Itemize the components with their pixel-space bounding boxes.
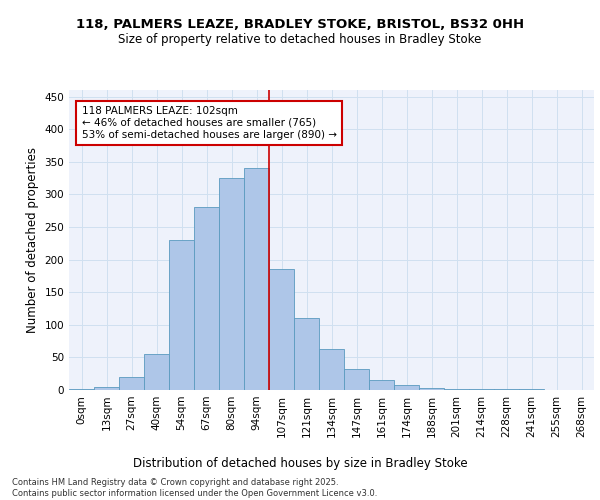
Bar — [394, 385, 419, 390]
Text: Size of property relative to detached houses in Bradley Stoke: Size of property relative to detached ho… — [118, 32, 482, 46]
Bar — [119, 377, 144, 390]
Text: 118, PALMERS LEAZE, BRADLEY STOKE, BRISTOL, BS32 0HH: 118, PALMERS LEAZE, BRADLEY STOKE, BRIST… — [76, 18, 524, 30]
Bar — [69, 388, 94, 390]
Bar — [419, 388, 444, 390]
Bar — [219, 178, 244, 390]
Bar — [369, 380, 394, 390]
Bar — [444, 388, 469, 390]
Text: Distribution of detached houses by size in Bradley Stoke: Distribution of detached houses by size … — [133, 458, 467, 470]
Bar — [244, 168, 269, 390]
Bar — [269, 270, 294, 390]
Bar — [294, 318, 319, 390]
Text: 118 PALMERS LEAZE: 102sqm
← 46% of detached houses are smaller (765)
53% of semi: 118 PALMERS LEAZE: 102sqm ← 46% of detac… — [82, 106, 337, 140]
Y-axis label: Number of detached properties: Number of detached properties — [26, 147, 39, 333]
Bar — [319, 349, 344, 390]
Text: Contains HM Land Registry data © Crown copyright and database right 2025.
Contai: Contains HM Land Registry data © Crown c… — [12, 478, 377, 498]
Bar — [194, 208, 219, 390]
Bar — [144, 354, 169, 390]
Bar — [169, 240, 194, 390]
Bar — [344, 369, 369, 390]
Bar — [94, 386, 119, 390]
